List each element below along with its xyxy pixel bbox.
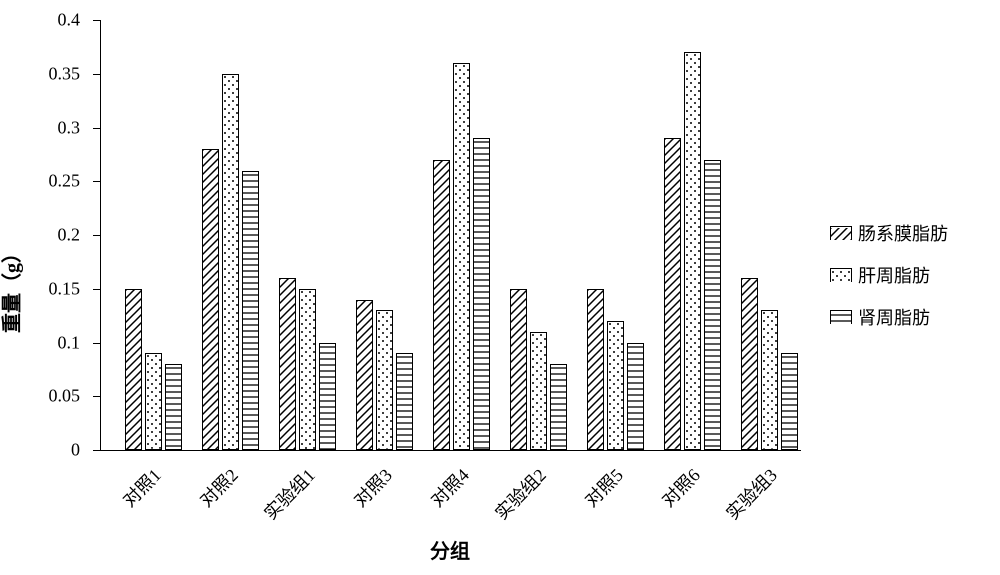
x-tick-label: 实验组3 [719, 462, 782, 525]
bar [587, 289, 604, 450]
bar [165, 364, 182, 450]
bar [684, 52, 701, 450]
y-tick [93, 20, 101, 21]
bar [242, 171, 259, 451]
bar [433, 160, 450, 450]
bar [356, 300, 373, 451]
bar [781, 353, 798, 450]
legend-item: 肝周脂肪 [830, 262, 948, 288]
legend-swatch [830, 268, 852, 282]
y-tick-label: 0.1 [0, 332, 80, 353]
bar [627, 343, 644, 451]
bar [473, 138, 490, 450]
bar [664, 138, 681, 450]
legend-swatch [830, 310, 852, 324]
y-tick-label: 0.15 [0, 278, 80, 299]
legend-item: 肠系膜脂肪 [830, 220, 948, 246]
y-tick-label: 0.25 [0, 171, 80, 192]
bar [222, 74, 239, 450]
bar [704, 160, 721, 450]
bar [550, 364, 567, 450]
plot-area [100, 20, 801, 451]
y-tick [93, 235, 101, 236]
x-tick-label: 对照5 [578, 462, 628, 512]
x-tick-label: 实验组1 [257, 462, 320, 525]
x-tick-label: 对照1 [116, 462, 166, 512]
x-axis-label: 分组 [100, 535, 800, 564]
y-tick-label: 0.2 [0, 225, 80, 246]
bar [319, 343, 336, 451]
y-tick [93, 450, 101, 451]
bar [510, 289, 527, 450]
bar [761, 310, 778, 450]
y-tick-label: 0.35 [0, 63, 80, 84]
x-tick-label: 对照4 [424, 462, 474, 512]
legend-item: 肾周脂肪 [830, 304, 948, 330]
bar [396, 353, 413, 450]
y-tick [93, 74, 101, 75]
legend-label: 肠系膜脂肪 [858, 220, 948, 246]
bar [279, 278, 296, 450]
bar [299, 289, 316, 450]
y-tick [93, 181, 101, 182]
y-tick-label: 0 [0, 440, 80, 461]
y-tick [93, 343, 101, 344]
bar-chart: 重量（g） 00.050.10.150.20.250.30.350.4 对照1对… [0, 0, 1000, 575]
legend-label: 肾周脂肪 [858, 304, 930, 330]
x-tick-label: 对照6 [655, 462, 705, 512]
legend-swatch [830, 226, 852, 240]
bar [202, 149, 219, 450]
y-tick [93, 396, 101, 397]
bar [530, 332, 547, 450]
x-tick-label: 实验组2 [488, 462, 551, 525]
bar [741, 278, 758, 450]
y-tick-label: 0.3 [0, 117, 80, 138]
y-tick [93, 128, 101, 129]
y-tick [93, 289, 101, 290]
bar [376, 310, 393, 450]
legend-label: 肝周脂肪 [858, 262, 930, 288]
bar [145, 353, 162, 450]
bar [453, 63, 470, 450]
legend: 肠系膜脂肪肝周脂肪肾周脂肪 [830, 220, 948, 330]
y-tick-label: 0.05 [0, 386, 80, 407]
bar [125, 289, 142, 450]
y-tick-label: 0.4 [0, 10, 80, 31]
x-tick-label: 对照3 [347, 462, 397, 512]
bar [607, 321, 624, 450]
x-tick-label: 对照2 [193, 462, 243, 512]
